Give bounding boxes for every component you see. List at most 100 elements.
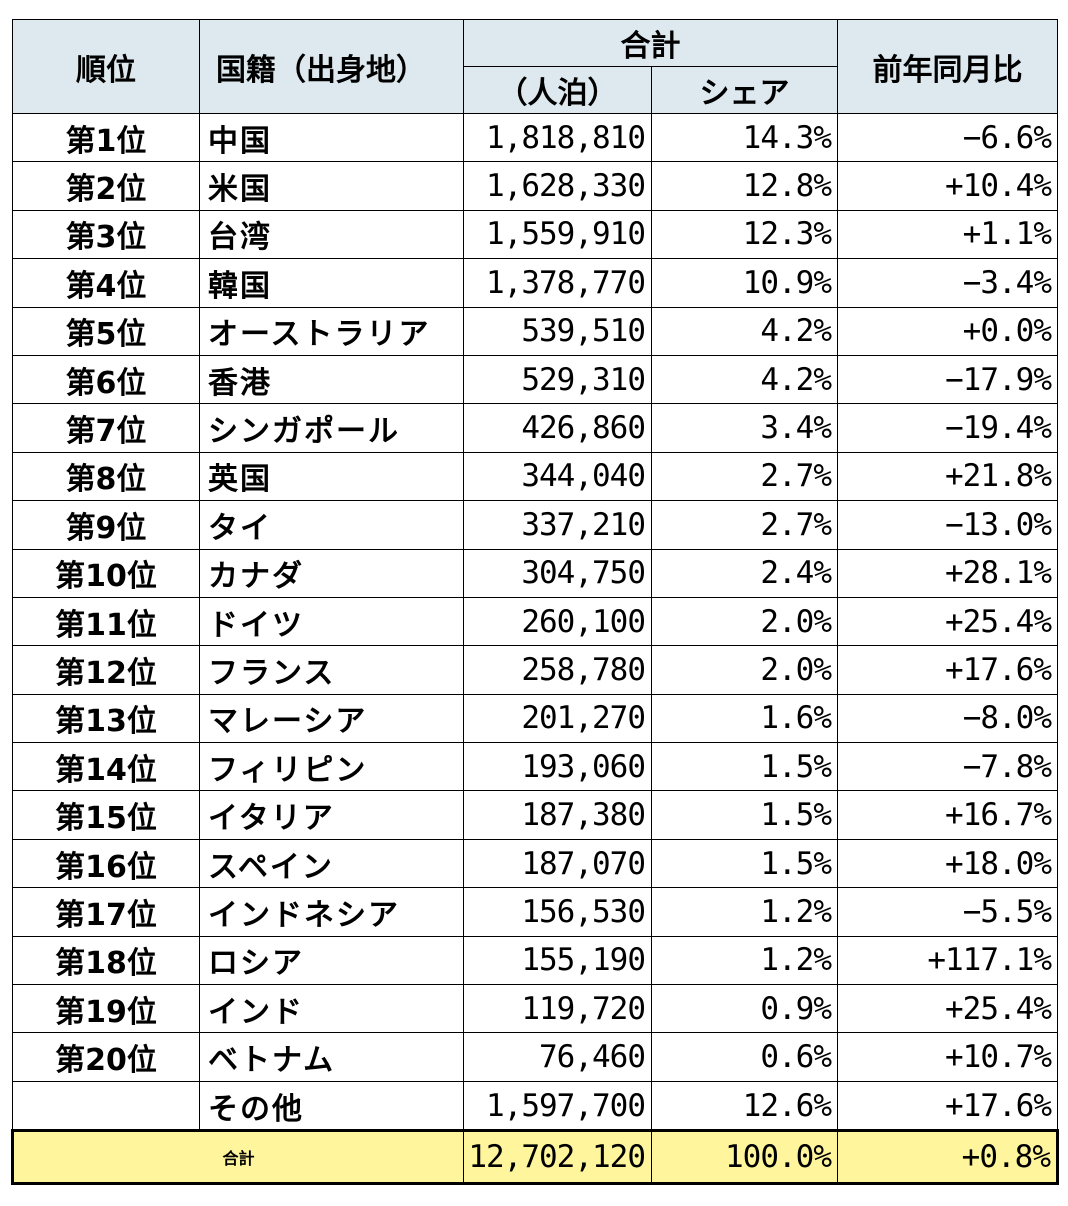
yoy-cell: +0.0% [837,306,1058,356]
country-cell: マレーシア [199,693,464,744]
rank-cell: 第7位 [12,403,200,453]
country-cell: 韓国 [199,258,464,308]
table-row: 第3位 台湾 1,559,910 12.3% +1.1% [12,209,1058,260]
table-row: 第7位 シンガポール 426,860 3.4% −19.4% [12,403,1058,453]
rank-cell [12,1080,200,1132]
country-cell: タイ [199,500,464,550]
table-row: 第12位 フランス 258,780 2.0% +17.6% [12,645,1058,695]
yoy-cell: +25.4% [837,596,1058,647]
rank-cell: 第20位 [12,1032,200,1082]
nights-cell: 1,818,810 [463,112,652,163]
share-cell: 4.2% [651,354,838,405]
yoy-cell: +21.8% [837,451,1058,502]
country-cell: その他 [199,1080,464,1132]
header-nights: （人泊） [463,66,652,114]
yoy-cell: +117.1% [837,935,1058,986]
table-row: 第15位 イタリア 187,380 1.5% +16.7% [12,790,1058,840]
nights-cell: 344,040 [463,451,652,502]
rank-cell: 第11位 [12,596,200,647]
nights-cell: 119,720 [463,984,652,1034]
yoy-cell: −19.4% [837,403,1058,453]
nights-cell: 1,628,330 [463,161,652,211]
total-share: 100.0% [651,1129,838,1186]
share-cell: 12.6% [651,1080,838,1132]
rank-cell: 第12位 [12,645,200,695]
table-row: 第5位 オーストラリア 539,510 4.2% +0.0% [12,306,1058,356]
country-cell: ドイツ [199,596,464,647]
yoy-cell: +17.6% [837,645,1058,695]
share-cell: 2.7% [651,451,838,502]
rank-cell: 第6位 [12,354,200,405]
country-cell: 香港 [199,354,464,405]
country-cell: 台湾 [199,209,464,260]
country-cell: ロシア [199,935,464,986]
share-cell: 2.4% [651,548,838,598]
nights-cell: 337,210 [463,500,652,550]
rank-cell: 第15位 [12,790,200,840]
table-row: 第2位 米国 1,628,330 12.8% +10.4% [12,161,1058,211]
yoy-cell: −7.8% [837,742,1058,792]
rank-cell: 第13位 [12,693,200,744]
share-cell: 14.3% [651,112,838,163]
rank-cell: 第3位 [12,209,200,260]
share-cell: 4.2% [651,306,838,356]
table-row: その他 1,597,700 12.6% +17.6% [12,1080,1058,1132]
yoy-cell: −8.0% [837,693,1058,744]
country-cell: 米国 [199,161,464,211]
nights-cell: 187,070 [463,838,652,889]
country-cell: 英国 [199,451,464,502]
nights-cell: 76,460 [463,1032,652,1082]
rank-cell: 第14位 [12,742,200,792]
nights-cell: 529,310 [463,354,652,405]
nights-cell: 156,530 [463,887,652,937]
share-cell: 1.2% [651,887,838,937]
table-row: 第8位 英国 344,040 2.7% +21.8% [12,451,1058,502]
table-row: 第9位 タイ 337,210 2.7% −13.0% [12,500,1058,550]
country-cell: フランス [199,645,464,695]
country-cell: 中国 [199,112,464,163]
share-cell: 10.9% [651,258,838,308]
yoy-cell: +10.7% [837,1032,1058,1082]
share-cell: 3.4% [651,403,838,453]
table-row: 第20位 ベトナム 76,460 0.6% +10.7% [12,1032,1058,1082]
yoy-cell: −3.4% [837,258,1058,308]
nights-cell: 1,559,910 [463,209,652,260]
table-row: 第16位 スペイン 187,070 1.5% +18.0% [12,838,1058,889]
header-yoy: 前年同月比 [837,19,1058,114]
header-share: シェア [651,66,838,114]
country-cell: ベトナム [199,1032,464,1082]
country-cell: インドネシア [199,887,464,937]
table-row: 第1位 中国 1,818,810 14.3% −6.6% [12,112,1058,163]
yoy-cell: −5.5% [837,887,1058,937]
yoy-cell: +16.7% [837,790,1058,840]
share-cell: 1.5% [651,838,838,889]
share-cell: 12.8% [651,161,838,211]
ranking-table: 順位 国籍（出身地） 合計 前年同月比 （人泊） シェア 第1位 中国 1,818,… [11,19,1059,1186]
share-cell: 1.5% [651,790,838,840]
nights-cell: 426,860 [463,403,652,453]
yoy-cell: −6.6% [837,112,1058,163]
rank-cell: 第10位 [12,548,200,598]
yoy-cell: +17.6% [837,1080,1058,1132]
rank-cell: 第2位 [12,161,200,211]
share-cell: 0.9% [651,984,838,1034]
country-cell: インド [199,984,464,1034]
nights-cell: 539,510 [463,306,652,356]
yoy-cell: +28.1% [837,548,1058,598]
table-row: 第17位 インドネシア 156,530 1.2% −5.5% [12,887,1058,937]
rank-cell: 第9位 [12,500,200,550]
total-label: 合計 [11,1129,464,1186]
rank-cell: 第8位 [12,451,200,502]
table-row: 第13位 マレーシア 201,270 1.6% −8.0% [12,693,1058,744]
rank-cell: 第1位 [12,112,200,163]
rank-cell: 第16位 [12,838,200,889]
rank-cell: 第4位 [12,258,200,308]
total-yoy: +0.8% [837,1129,1059,1186]
country-cell: オーストラリア [199,306,464,356]
table-row: 第19位 インド 119,720 0.9% +25.4% [12,984,1058,1034]
table-row: 第10位 カナダ 304,750 2.4% +28.1% [12,548,1058,598]
nights-cell: 201,270 [463,693,652,744]
nights-cell: 304,750 [463,548,652,598]
header-rank: 順位 [12,19,200,114]
share-cell: 1.2% [651,935,838,986]
